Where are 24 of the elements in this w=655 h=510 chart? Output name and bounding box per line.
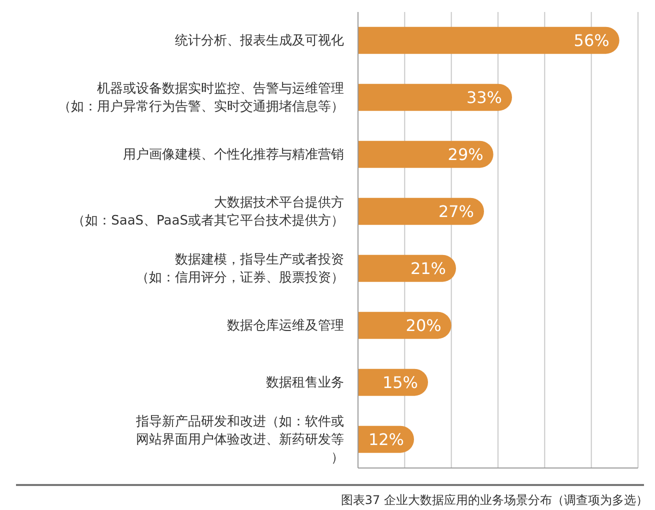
bar [358,84,512,111]
data-label: 21% [410,258,446,278]
bar [358,140,494,168]
bar [358,254,456,282]
bar [358,26,620,54]
data-label: 29% [448,144,484,164]
data-label: 12% [368,430,404,449]
data-label: 15% [382,372,418,392]
y-tick-label: 指导新产品研发和改进（如：软件或网站界面用户体验改进、新药研发等） [135,414,344,465]
y-tick-label: 数据租售业务 [266,375,344,390]
bar [358,368,428,396]
data-label: 56% [574,30,610,50]
y-tick-label: 数据仓库运维及管理 [227,318,344,333]
bar [358,312,452,339]
y-tick-label: 机器或设备数据实时监控、告警与运维管理（如：用户异常行为告警、实时交通拥堵信息等） [58,81,344,114]
y-tick-label: 用户画像建模、个性化推荐与精准营销 [123,147,344,162]
y-tick-label: 数据建模，指导生产或者投资（如：信用评分，证券、股票投资） [136,252,344,285]
text: 图表37 企业大数据应用的业务场景分布（调查项为多选） [340,492,648,509]
y-tick-label: 统计分析、报表生成及可视化 [175,33,344,48]
y-tick-label: 大数据技术平台提供方（如：SaaS、PaaS或者其它平台技术提供方） [72,194,344,228]
data-label: 20% [406,316,442,335]
bar [358,198,484,225]
data-label: 33% [466,88,502,107]
data-label: 27% [438,202,474,221]
